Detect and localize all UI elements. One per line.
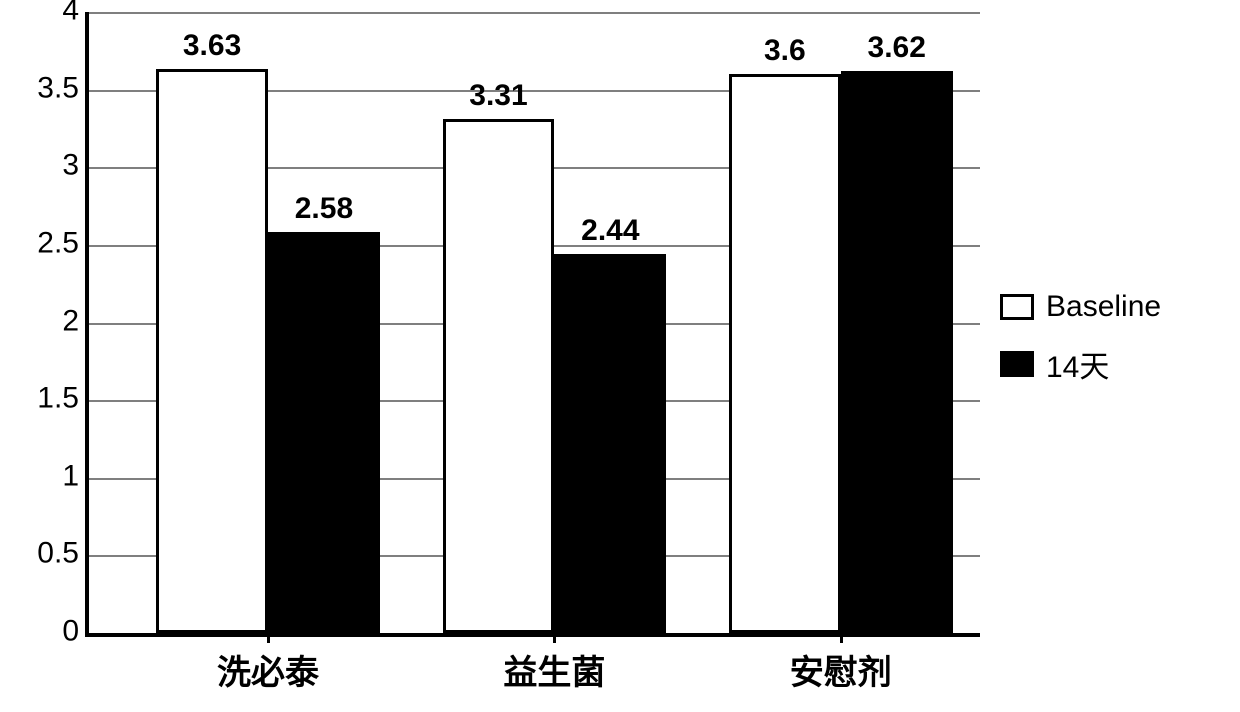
bar: [729, 74, 841, 633]
y-tick-label: 3: [62, 149, 89, 183]
value-label: 3.31: [469, 79, 527, 113]
legend-label: 14天: [1046, 342, 1109, 386]
x-tick-label: 益生菌: [503, 633, 605, 694]
bar: [841, 71, 953, 633]
legend-item: 14天: [1000, 342, 1161, 386]
x-tick-label: 洗必泰: [217, 633, 319, 694]
legend-swatch: [1000, 294, 1034, 320]
legend-label: Baseline: [1046, 290, 1161, 324]
x-tick-label: 安慰剂: [790, 633, 892, 694]
value-label: 2.58: [295, 192, 353, 226]
y-tick-label: 0.5: [37, 537, 89, 571]
y-tick-label: 1: [62, 459, 89, 493]
bar: [156, 69, 268, 633]
y-tick-label: 1.5: [37, 381, 89, 415]
y-tick-label: 0: [62, 614, 89, 648]
legend-swatch: [1000, 351, 1034, 377]
bar: [554, 254, 666, 633]
value-label: 2.44: [581, 214, 639, 248]
bar: [268, 232, 380, 633]
value-label: 3.6: [764, 34, 806, 68]
y-tick-label: 2: [62, 304, 89, 338]
value-label: 3.62: [868, 31, 926, 65]
bar: [443, 119, 555, 633]
legend: Baseline 14天: [1000, 290, 1161, 386]
plot-area: 00.511.522.533.54洗必泰3.632.58益生菌3.312.44安…: [85, 12, 980, 637]
bar-chart: 0 0.5 1 1.5 2 2.5 3 3.5 4 洗必泰 3.63 2.58 益生菌 3.31 2.44 安…: [0, 0, 1240, 712]
value-label: 3.63: [183, 29, 241, 63]
y-tick-label: 4: [62, 0, 89, 27]
y-tick-label: 3.5: [37, 71, 89, 105]
y-tick-label: 2.5: [37, 226, 89, 260]
legend-item: Baseline: [1000, 290, 1161, 324]
grid-line: [89, 12, 980, 14]
